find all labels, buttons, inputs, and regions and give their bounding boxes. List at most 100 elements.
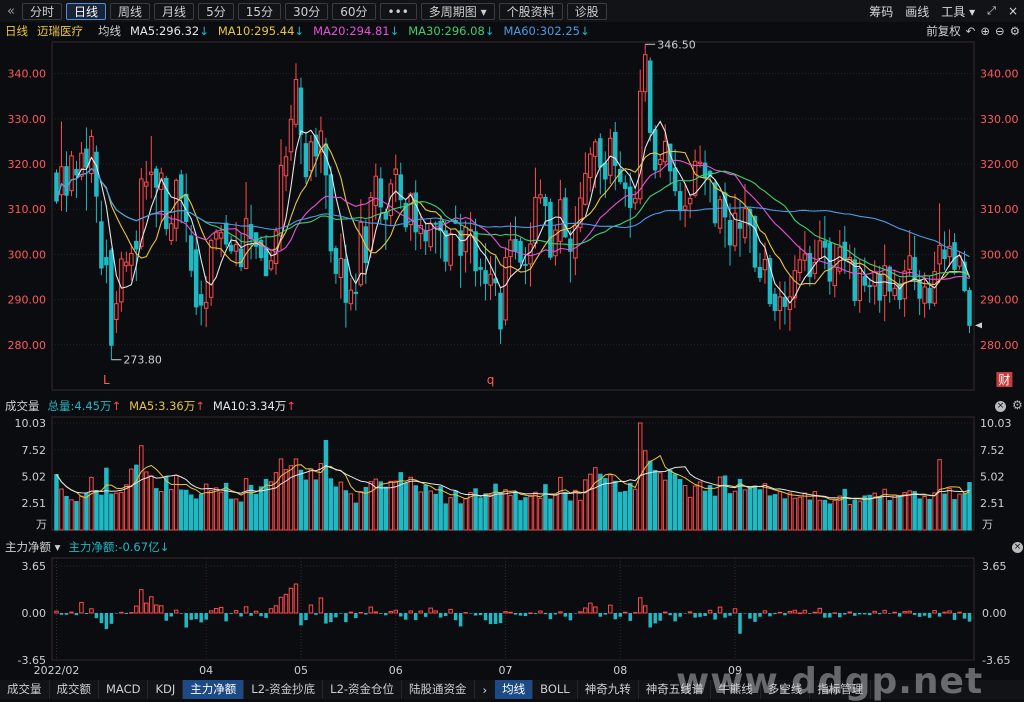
candle-body-42	[263, 247, 269, 277]
candle-41	[258, 236, 264, 262]
volume-close-icon[interactable]: ×	[995, 401, 1006, 412]
candle-49	[298, 77, 304, 165]
candle-body-119	[647, 60, 653, 133]
flow-bar-148	[792, 609, 798, 614]
indicator-tab-0[interactable]: 成交量	[0, 680, 50, 699]
flow-bar-131	[707, 609, 713, 614]
candle-180	[952, 233, 957, 275]
candle-127	[687, 195, 693, 219]
candle-body-35	[228, 244, 234, 252]
period-button-10[interactable]: 个股资料	[498, 2, 563, 20]
flow-bar-3	[69, 611, 74, 614]
flow-bar-126	[683, 613, 687, 614]
flow-bar-29	[199, 613, 203, 623]
indicator-tab-5[interactable]: L2-资金抄底	[244, 680, 324, 699]
volume-bar-156	[832, 499, 838, 531]
flow-bar-8	[94, 613, 99, 619]
period-button-2[interactable]: 周线	[110, 2, 151, 20]
settings-icon[interactable]: ⚙	[1009, 24, 1020, 38]
overlay-tab-0[interactable]: 均线	[495, 680, 534, 699]
indicator-tab-3[interactable]: KDJ	[148, 680, 184, 699]
volume-bar-157	[837, 495, 843, 531]
candle-body-36	[233, 243, 239, 252]
zoom-out-icon[interactable]: ⊖	[995, 24, 1005, 38]
volume-settings-icon[interactable]: ⚙	[1012, 398, 1023, 412]
candle-11	[109, 248, 114, 360]
close-icon[interactable]: ×	[1007, 4, 1018, 18]
candle-119	[647, 57, 653, 142]
flow-title[interactable]: 主力净额 ▾	[5, 540, 61, 554]
period-button-4[interactable]: 5分	[198, 2, 234, 20]
period-button-6[interactable]: 30分	[284, 2, 329, 20]
candle-body-90	[503, 257, 508, 321]
indicator-tab-2[interactable]: MACD	[99, 680, 149, 699]
rights-adjust-button[interactable]: 前复权	[926, 24, 961, 38]
volume-bar-135	[727, 493, 733, 531]
ma30-line	[55, 168, 970, 278]
overlay-tab-4[interactable]: 牛熊线	[711, 680, 761, 699]
flow-close-icon[interactable]: ×	[1012, 542, 1023, 553]
period-button-11[interactable]: 诊股	[566, 2, 607, 20]
period-button-0[interactable]: 分时	[22, 2, 63, 20]
flow-bar-123	[668, 613, 672, 616]
candle-35	[228, 235, 234, 254]
candle-175	[927, 275, 932, 310]
panel-frame-2	[51, 557, 975, 661]
candle-100	[553, 225, 558, 266]
period-button-8[interactable]: •••	[379, 2, 417, 20]
flow-bar-109	[598, 613, 603, 617]
volume-bar-21	[159, 490, 164, 531]
watermark: www.ddgp.net	[676, 661, 984, 702]
candle-body-4	[74, 168, 79, 176]
draw-line-button[interactable]: 画线	[905, 4, 930, 19]
volume-bar-63	[368, 481, 374, 531]
period-button-1[interactable]: 日线	[66, 2, 107, 20]
volume-bar-172	[912, 490, 917, 531]
expand-icon[interactable]: ⤢	[987, 4, 996, 17]
candle-155	[827, 237, 833, 295]
candle-56	[333, 245, 339, 284]
overlay-tab-5[interactable]: 多空线	[761, 680, 811, 699]
indicator-tab-1[interactable]: 成交额	[50, 680, 99, 699]
period-button-9[interactable]: 多周期图 ▾	[420, 2, 495, 20]
volume-tick-right-1: 7.52	[980, 444, 1005, 457]
tab-scroll-right-icon[interactable]: ›	[482, 682, 488, 697]
candle-body-70	[403, 202, 408, 228]
overlay-tab-2[interactable]: 神奇九转	[578, 680, 639, 699]
candle-body-31	[208, 239, 214, 298]
flow-bar-160	[853, 613, 857, 616]
indicator-tab-4[interactable]: 主力净额	[183, 680, 245, 699]
period-button-3[interactable]: 月线	[154, 2, 195, 20]
tools-menu[interactable]: 工具 ▾	[941, 4, 976, 19]
candle-165	[877, 265, 882, 313]
candle-body-129	[697, 161, 703, 165]
volume-bar-72	[413, 485, 418, 531]
undo-icon[interactable]: ↶	[965, 24, 976, 38]
overlay-tab-1[interactable]: BOLL	[533, 680, 578, 699]
period-button-5[interactable]: 15分	[237, 2, 281, 20]
flow-bar-124	[673, 613, 677, 622]
volume-bar-3	[69, 499, 74, 531]
overlay-tab-3[interactable]: 神奇五线谱	[639, 680, 712, 699]
flow-bar-102	[563, 613, 568, 617]
volume-bar-36	[233, 498, 239, 531]
candle-body-55	[328, 174, 334, 252]
indicator-tab-6[interactable]: L2-资金仓位	[323, 680, 403, 699]
period-button-7[interactable]: 60分	[332, 2, 376, 20]
zoom-in-icon[interactable]: ⊕	[980, 24, 991, 38]
chevron-left-icon[interactable]: «	[7, 3, 15, 19]
volume-bar-9	[99, 494, 104, 531]
flow-bar-33	[218, 606, 224, 614]
chip-button[interactable]: 筹码	[869, 4, 894, 19]
indicator-tabs-right: 均线 BOLL 神奇九转 神奇五线谱 牛熊线 多空线 指标管理	[495, 680, 872, 699]
indicator-tab-7[interactable]: 陆股通资金	[402, 680, 475, 699]
price-tick-right-3: 310.00	[980, 203, 1019, 216]
candle-body-173	[917, 279, 922, 299]
candle-130	[702, 150, 708, 196]
overlay-tab-6[interactable]: 指标管理	[810, 680, 872, 699]
flow-bar-162	[862, 613, 867, 615]
candle-body-179	[947, 245, 952, 258]
price-tick-right-2: 320.00	[980, 158, 1019, 171]
volume-bar-150	[802, 492, 808, 531]
